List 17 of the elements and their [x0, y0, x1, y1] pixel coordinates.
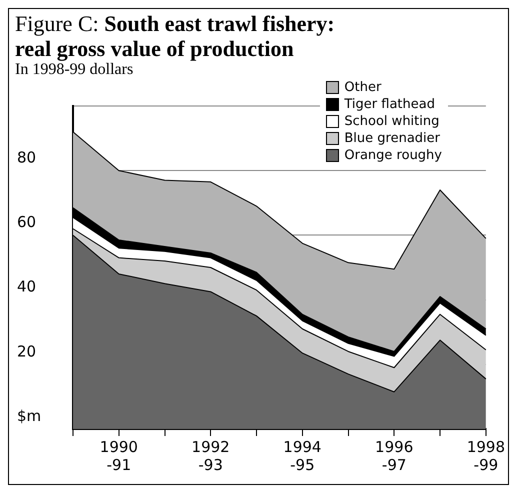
x-tick-label: 1994 -95: [283, 438, 322, 474]
chart-subtitle: In 1998-99 dollars: [15, 61, 134, 79]
x-tick-label: 1996 -97: [375, 438, 414, 474]
x-tick-label: 1998 -99: [466, 438, 506, 474]
legend-label: Tiger flathead: [344, 96, 435, 113]
y-tick-label: $m: [17, 406, 42, 425]
legend-label: Orange roughy: [344, 147, 442, 164]
y-tick-label: 60: [17, 213, 36, 232]
legend-label: Other: [344, 79, 382, 96]
x-tick-label: 1990 -91: [100, 438, 138, 474]
chart-title: Figure C: South east trawl fishery: real gross value of production: [15, 11, 335, 61]
y-tick-label: 20: [17, 342, 36, 360]
x-tick-label: 1992 -93: [192, 438, 230, 474]
y-tick-label: 40: [17, 278, 36, 296]
legend-label: School whiting: [344, 113, 440, 130]
y-tick-label: 80: [17, 148, 36, 166]
legend-label: Blue grenadier: [344, 130, 440, 147]
